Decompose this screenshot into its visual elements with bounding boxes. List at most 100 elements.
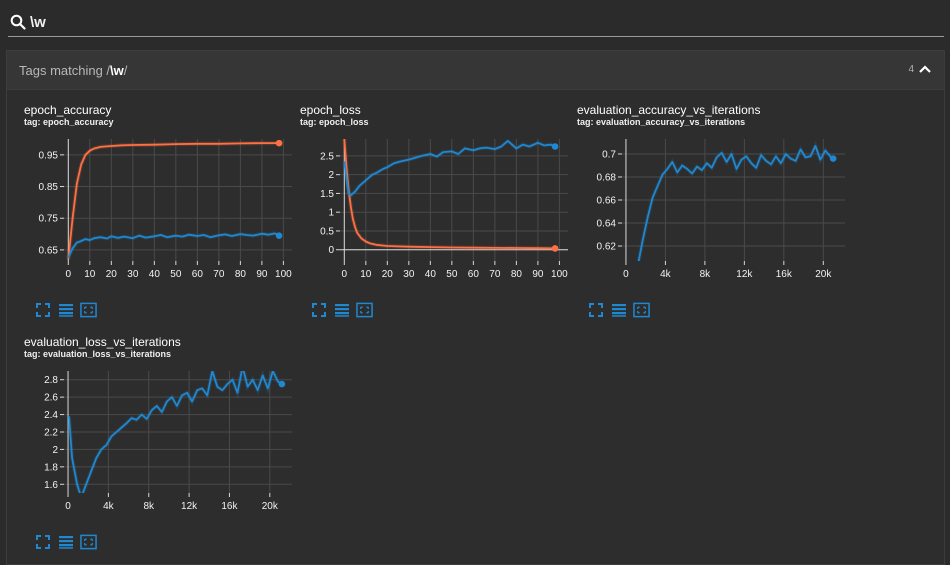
series-end-point-validation <box>551 143 559 150</box>
x-tick-label: 100 <box>551 269 568 280</box>
plot-area <box>342 139 556 251</box>
x-tick-label: 90 <box>532 269 544 280</box>
x-tick-label: 20k <box>262 501 279 512</box>
chart-toolbar <box>310 301 373 318</box>
fullscreen-icon[interactable] <box>587 301 604 318</box>
y-tick-label: 2.2 <box>44 428 58 439</box>
chart-card-epoch-loss: epoch_loss tag: epoch_loss 0 10 20 30 40 50 60… <box>300 103 575 333</box>
x-tick-label: 30 <box>127 269 139 280</box>
chart-card-evaluation-loss: evaluation_loss_vs_iterations tag: evalu… <box>24 335 299 565</box>
series-line-train <box>67 142 280 260</box>
search-query-text: \w <box>30 13 46 31</box>
chart-evaluation-accuracy[interactable]: 0 4k 8k 12k 16k 20k 0.62 0.64 0.66 0.68 0.7 <box>577 131 852 296</box>
y-tick-label: 2 <box>52 445 58 456</box>
chart-title: evaluation_accuracy_vs_iterations <box>577 103 761 117</box>
search-icon <box>10 14 26 30</box>
chart-toolbar <box>34 533 97 550</box>
x-tick-label: 16k <box>221 501 238 512</box>
series-end-point-train <box>275 139 283 147</box>
y-tick-label: 0.62 <box>597 242 617 253</box>
y-tick-label: 2 <box>328 170 334 181</box>
x-tick-label: 20 <box>382 269 394 280</box>
x-tick-label: 40 <box>149 269 161 280</box>
series-line-validation <box>343 139 556 197</box>
fullscreen-icon[interactable] <box>310 301 327 318</box>
fit-domain-icon[interactable] <box>80 533 97 550</box>
x-tick-label: 50 <box>446 269 458 280</box>
y-tick-label: 0.64 <box>597 219 617 230</box>
y-tick-label: 1.6 <box>44 480 58 491</box>
data-table-icon[interactable] <box>333 301 350 318</box>
fullscreen-icon[interactable] <box>34 533 51 550</box>
data-table-icon[interactable] <box>610 301 627 318</box>
x-tick-label: 70 <box>489 269 501 280</box>
x-tick-label: 100 <box>275 269 292 280</box>
y-tick-label: 2.5 <box>320 151 334 162</box>
x-tick-label: 50 <box>170 269 182 280</box>
y-tick-label: 0.66 <box>597 196 617 207</box>
x-tick-label: 12k <box>736 269 753 280</box>
y-tick-label: 0.85 <box>39 182 59 193</box>
series-raw-line-train <box>66 141 280 260</box>
x-tick-label: 4k <box>103 501 115 512</box>
x-tick-label: 20 <box>106 269 118 280</box>
chart-tag: tag: epoch_loss <box>300 117 369 127</box>
fit-domain-icon[interactable] <box>356 301 373 318</box>
x-tick-label: 0 <box>623 269 629 280</box>
data-table-icon[interactable] <box>57 533 74 550</box>
chart-tag: tag: evaluation_loss_vs_iterations <box>24 349 172 359</box>
series-line-train <box>343 139 556 250</box>
series-end-point-validation <box>275 232 283 239</box>
chart-epoch-accuracy[interactable]: 0 10 20 30 40 50 60 70 80 90 100 0.65 0.75 0.85 0.95 <box>24 131 299 296</box>
series-end-point-train <box>551 245 559 252</box>
x-tick-label: 0 <box>66 269 72 280</box>
y-tick-label: 0.75 <box>39 214 59 225</box>
tag-group-title: Tags matching /\w/ <box>19 63 127 78</box>
tag-group-header[interactable]: Tags matching /\w/ 4 <box>7 51 944 90</box>
tag-group-title-prefix: Tags matching / <box>19 62 111 78</box>
x-tick-label: 20k <box>815 269 832 280</box>
series-line-validation <box>67 232 280 259</box>
x-tick-label: 80 <box>511 269 523 280</box>
y-tick-label: 0.7 <box>602 149 616 160</box>
series-end-point-evaluation <box>278 380 286 388</box>
chart-title: epoch_accuracy <box>24 103 112 117</box>
y-tick-label: 1 <box>328 208 334 219</box>
series-raw-line-validation <box>342 139 556 198</box>
y-tick-label: 2.6 <box>44 393 58 404</box>
x-tick-label: 70 <box>213 269 225 280</box>
chart-epoch-loss[interactable]: 0 10 20 30 40 50 60 70 80 90 100 0 0.5 1 1.5 2 2.5 <box>300 131 575 296</box>
fit-domain-icon[interactable] <box>633 301 650 318</box>
fit-domain-icon[interactable] <box>80 301 97 318</box>
y-tick-label: 1.5 <box>320 189 334 200</box>
y-tick-label: 0.68 <box>597 172 617 183</box>
x-tick-label: 8k <box>143 501 155 512</box>
x-tick-label: 4k <box>660 269 672 280</box>
x-tick-label: 12k <box>181 501 198 512</box>
tag-count-badge: 4 <box>908 64 914 75</box>
x-tick-label: 16k <box>776 269 793 280</box>
series-end-point-evaluation <box>829 155 837 162</box>
fullscreen-icon[interactable] <box>34 301 51 318</box>
y-tick-label: 2.4 <box>44 410 58 421</box>
x-tick-label: 60 <box>468 269 480 280</box>
chart-toolbar <box>34 301 97 318</box>
chart-toolbar <box>587 301 650 318</box>
tag-filter-input[interactable]: \w <box>8 8 944 37</box>
y-tick-label: 0.95 <box>39 150 59 161</box>
chevron-up-icon[interactable] <box>918 62 932 76</box>
chart-card-epoch-accuracy: epoch_accuracy tag: epoch_accuracy 0 10 20… <box>24 103 299 333</box>
x-tick-label: 0 <box>65 501 71 512</box>
chart-tag: tag: evaluation_accuracy_vs_iterations <box>577 117 746 127</box>
x-tick-label: 90 <box>256 269 268 280</box>
series-line-evaluation <box>68 371 283 493</box>
y-tick-label: 0 <box>328 245 334 256</box>
chart-evaluation-loss[interactable]: 0 4k 8k 12k 16k 20k 1.6 1.8 2 2.2 2.4 2.6 2.8 <box>24 363 299 528</box>
x-tick-label: 80 <box>235 269 247 280</box>
data-table-icon[interactable] <box>57 301 74 318</box>
chart-tag: tag: epoch_accuracy <box>24 117 114 127</box>
chart-title: epoch_loss <box>300 103 361 117</box>
tag-group-title-suffix: / <box>123 62 128 78</box>
plot-area <box>636 140 835 261</box>
y-tick-label: 2.8 <box>44 375 58 386</box>
